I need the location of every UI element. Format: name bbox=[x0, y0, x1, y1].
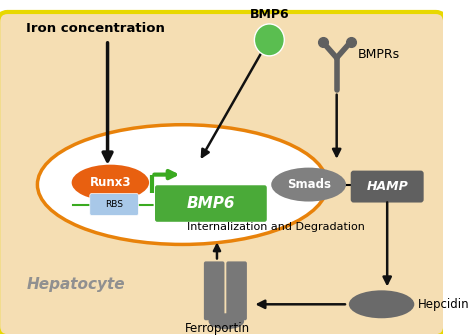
Circle shape bbox=[255, 24, 284, 56]
Text: Ferroportin: Ferroportin bbox=[184, 322, 249, 335]
Text: Hepatocyte: Hepatocyte bbox=[26, 277, 125, 292]
FancyBboxPatch shape bbox=[0, 12, 445, 335]
Text: Hepcidin: Hepcidin bbox=[418, 298, 470, 311]
Ellipse shape bbox=[349, 290, 414, 318]
FancyBboxPatch shape bbox=[226, 261, 247, 320]
FancyBboxPatch shape bbox=[204, 261, 225, 320]
FancyBboxPatch shape bbox=[90, 194, 138, 215]
Ellipse shape bbox=[271, 168, 346, 202]
Text: BMP6: BMP6 bbox=[186, 196, 235, 211]
FancyBboxPatch shape bbox=[155, 185, 267, 222]
Text: BMP6: BMP6 bbox=[249, 8, 289, 21]
Text: BMPRs: BMPRs bbox=[357, 48, 400, 61]
Text: RBS: RBS bbox=[105, 200, 123, 209]
Text: Internalization and Degradation: Internalization and Degradation bbox=[187, 222, 365, 232]
FancyBboxPatch shape bbox=[351, 171, 424, 203]
Ellipse shape bbox=[209, 313, 244, 329]
Text: HAMP: HAMP bbox=[366, 180, 408, 193]
Text: Smads: Smads bbox=[287, 178, 331, 191]
Text: Runx3: Runx3 bbox=[90, 176, 131, 189]
Ellipse shape bbox=[37, 125, 328, 245]
Ellipse shape bbox=[71, 163, 150, 202]
Text: Iron concentration: Iron concentration bbox=[26, 22, 165, 35]
